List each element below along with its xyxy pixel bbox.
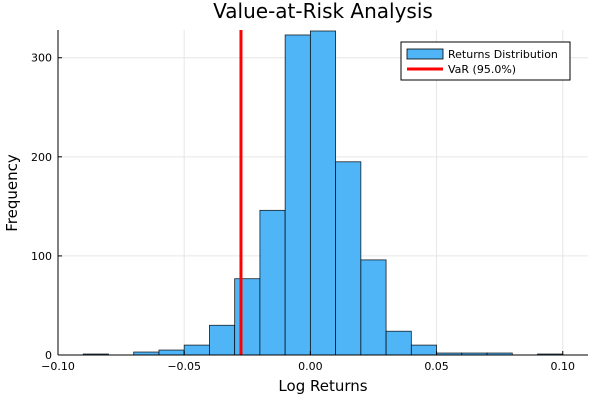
legend-box [400,41,571,81]
legend-swatch-returns [406,48,444,60]
y-axis-label: Frequency [3,154,21,232]
histogram-bar [209,324,236,356]
histogram-bar [183,344,210,356]
histogram-bar [385,330,412,356]
histogram-bar [335,161,362,356]
x-tick-label: −0.05 [167,360,201,373]
histogram-bar [234,278,261,356]
legend-label-returns: Returns Distribution [448,48,558,61]
y-tick-label: 300 [31,52,52,65]
histogram-bar [309,30,337,356]
histogram-bar [410,344,437,356]
histogram-bar [360,259,387,356]
x-axis-label: Log Returns [278,377,367,395]
y-tick-label: 0 [45,349,52,362]
legend: Returns Distribution VaR (95.0%) [400,41,571,81]
tick-labels: −0.10 −0.05 0.00 0.05 0.10 0 100 200 300 [31,52,575,373]
histogram-bar [284,34,311,356]
x-tick-label: 0.10 [551,360,576,373]
y-tick-label: 200 [31,151,52,164]
chart-title: Value-at-Risk Analysis [213,0,433,23]
y-tick-label: 100 [31,250,52,263]
x-tick-label: −0.10 [41,360,75,373]
legend-label-var: VaR (95.0%) [448,63,516,76]
x-tick-label: 0.05 [424,360,449,373]
histogram-bar [259,209,286,356]
axes [57,30,588,356]
x-tick-label: 0.00 [298,360,323,373]
histogram-bar [158,349,185,356]
